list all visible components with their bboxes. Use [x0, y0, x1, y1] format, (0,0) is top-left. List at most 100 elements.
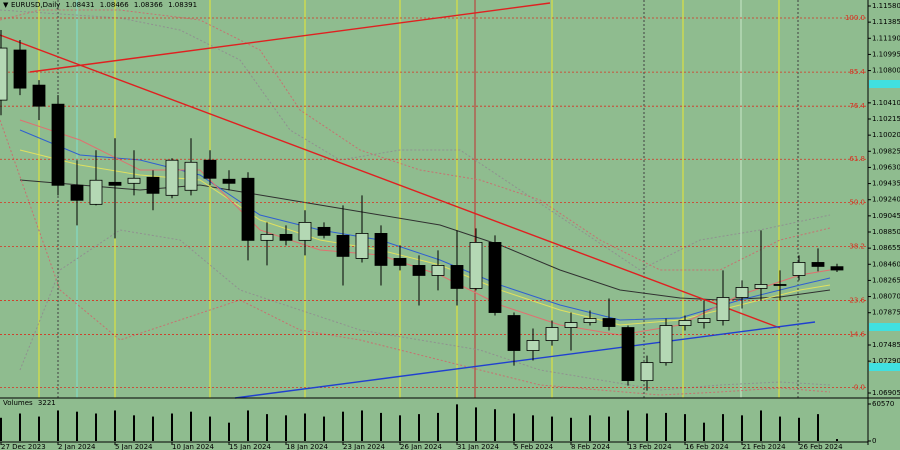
x-tick-label: 16 Feb 2024: [685, 443, 729, 450]
fib-label: 0.0: [854, 384, 865, 392]
candle-body: [602, 318, 616, 327]
candle-body: [127, 177, 141, 184]
price-marker: [869, 363, 900, 371]
y-tick-label: 1.09045: [872, 212, 900, 220]
candle-body: [450, 265, 464, 289]
x-tick-label: 21 Feb 2024: [742, 443, 786, 450]
header-low: 1.08366: [134, 1, 163, 9]
y-tick-label: 1.07485: [872, 341, 900, 349]
candle-body: [355, 232, 369, 259]
y-tick-label: 1.08460: [872, 260, 900, 268]
x-tick-label: 15 Jan 2024: [229, 443, 272, 450]
price-marker: [869, 80, 900, 88]
fib-levels: 100.0 85.4 76.4 61.8 50.0 38.2 23.6 14.6 0.0: [0, 14, 868, 392]
x-tick-label: 23 Jan 2024: [343, 443, 386, 450]
candle-body: [488, 242, 502, 313]
time-axis: 27 Dec 2023 2 Jan 2024 5 Jan 2024 10 Jan 20…: [0, 442, 843, 450]
x-tick-label: 26 Jan 2024: [400, 443, 443, 450]
candle-body: [697, 318, 711, 323]
symbol: EURUSD,Daily: [11, 1, 60, 9]
candle-body: [469, 242, 483, 289]
volume-title: Volumes 3221: [3, 399, 56, 407]
candle-body: [811, 262, 825, 267]
candle-body: [640, 362, 654, 381]
volume-label: Volumes: [3, 399, 33, 407]
volume-tick-label: 60570: [872, 400, 894, 408]
candle-body: [89, 179, 103, 205]
y-tick-label: 1.08265: [872, 276, 900, 284]
x-tick-label: 18 Jan 2024: [286, 443, 329, 450]
y-tick-label: 1.07290: [872, 357, 900, 365]
fib-label: 23.6: [849, 296, 865, 304]
y-tick-label: 1.11580: [872, 2, 900, 10]
y-tick-label: 1.09630: [872, 163, 900, 171]
candle-body: [526, 340, 540, 351]
candle-body: [222, 178, 236, 184]
candle-body: [298, 221, 312, 241]
x-tick-label: 31 Jan 2024: [457, 443, 500, 450]
candle-body: [146, 176, 160, 194]
candle-body: [51, 103, 65, 186]
y-tick-label: 1.10410: [872, 99, 900, 107]
candle-body: [716, 297, 730, 321]
candle-body: [260, 233, 274, 241]
x-tick-label: 27 Dec 2023: [1, 443, 46, 450]
y-tick-label: 1.07875: [872, 309, 900, 317]
candle-body: [659, 325, 673, 364]
header-arrow: ▼: [3, 1, 9, 9]
header-close: 1.08391: [168, 1, 197, 9]
candle-body: [0, 47, 8, 101]
y-tick-label: 1.11190: [872, 34, 900, 42]
fib-label: 38.2: [849, 242, 865, 250]
candle-body: [735, 287, 749, 298]
volume-last: 3221: [38, 399, 56, 407]
candle-body: [70, 184, 84, 201]
candle-body: [564, 322, 578, 328]
y-tick-label: 1.11385: [872, 18, 900, 26]
candle-body: [393, 257, 407, 266]
price-axis: 1.11580 1.11385 1.11190 1.10995 1.10800 1.104…: [868, 2, 900, 397]
x-tick-label: 13 Feb 2024: [628, 443, 672, 450]
candle-body: [203, 159, 217, 179]
header: ▼ EURUSD,Daily 1.08431 1.08466 1.08366 1…: [3, 1, 197, 9]
candle-body: [773, 284, 787, 286]
fib-label: 100.0: [845, 14, 865, 22]
header-open: 1.08431: [66, 1, 95, 9]
fib-label: 76.4: [849, 102, 865, 110]
candle-body: [431, 265, 445, 276]
y-tick-label: 1.06905: [872, 389, 900, 397]
price-marker: [869, 323, 900, 331]
candle-body: [830, 266, 844, 271]
trend-lines: [0, 2, 816, 399]
candle-body: [13, 49, 27, 89]
x-tick-label: 2 Jan 2024: [58, 443, 96, 450]
y-tick-label: 1.10215: [872, 115, 900, 123]
header-high: 1.08466: [100, 1, 129, 9]
candle-body: [412, 265, 426, 276]
x-tick-label: 10 Jan 2024: [172, 443, 215, 450]
x-tick-label: 8 Feb 2024: [571, 443, 611, 450]
y-tick-label: 1.08070: [872, 293, 900, 301]
x-tick-label: 5 Jan 2024: [115, 443, 153, 450]
volume-tick-label: 0: [872, 437, 876, 445]
fib-label: 61.8: [849, 155, 865, 163]
fib-label: 50.0: [849, 198, 865, 206]
y-tick-label: 1.10800: [872, 67, 900, 75]
candle-body: [754, 284, 768, 289]
x-tick-label: 5 Feb 2024: [514, 443, 554, 450]
candle-body: [336, 234, 350, 257]
candle-body: [165, 159, 179, 196]
y-tick-label: 1.09435: [872, 180, 900, 188]
candle-body: [545, 327, 559, 341]
candle-body: [621, 327, 635, 381]
header-title: EURUSD,Daily 1.08431 1.08466 1.08366 1.0…: [11, 1, 197, 9]
candle-body: [317, 226, 331, 236]
y-tick-label: 1.10995: [872, 50, 900, 58]
fib-label: 14.6: [849, 331, 865, 339]
candle-body: [241, 177, 255, 241]
candle-body: [108, 181, 122, 186]
y-tick-label: 1.09240: [872, 196, 900, 204]
y-tick-label: 1.09825: [872, 147, 900, 155]
